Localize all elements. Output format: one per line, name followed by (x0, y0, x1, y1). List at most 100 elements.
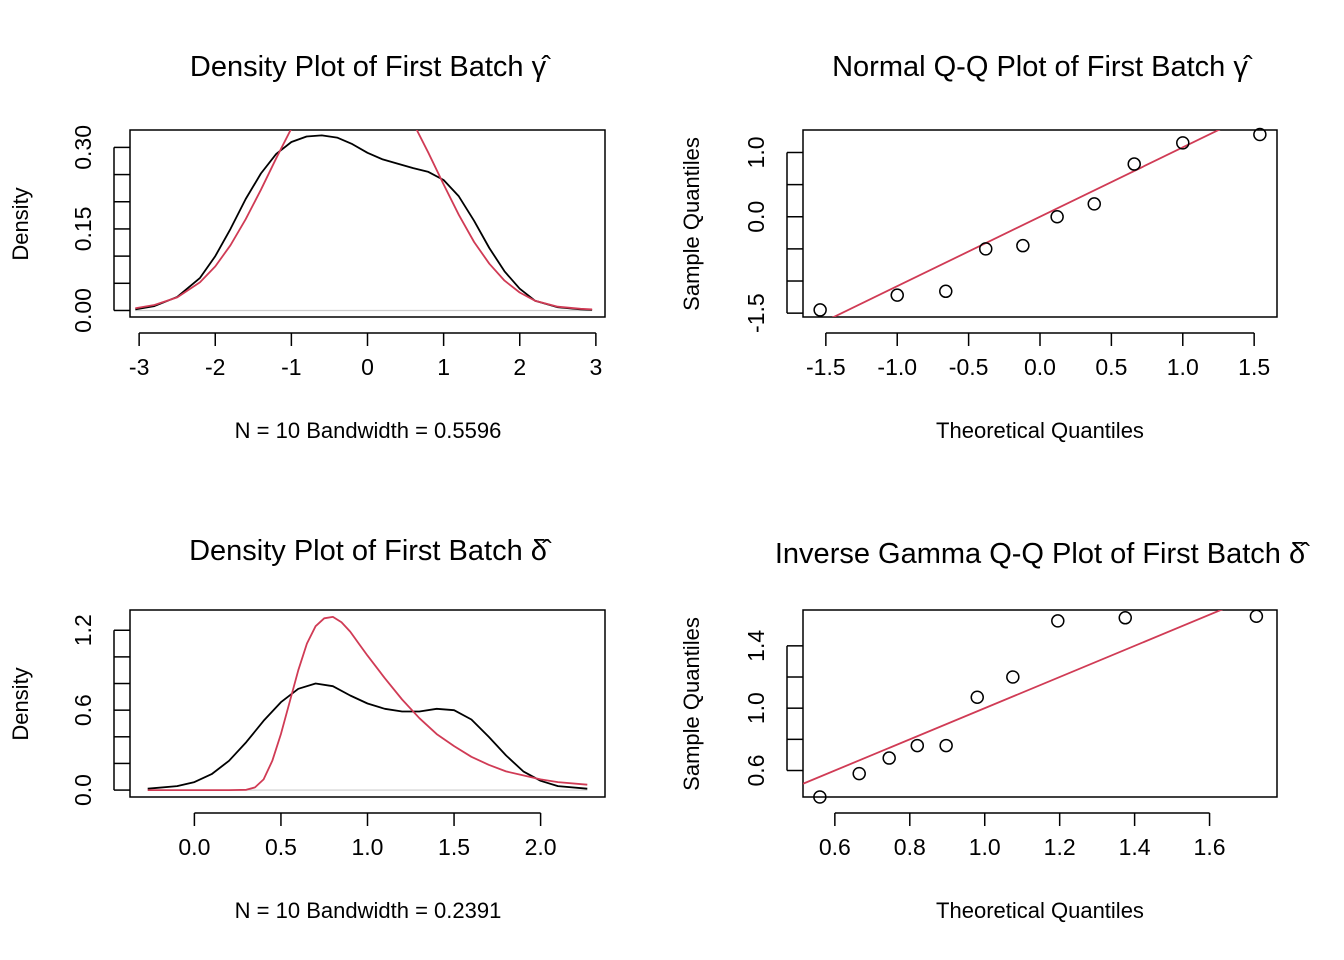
plot-frame (802, 609, 1278, 798)
gamma-hat-symbol: γ̂ (532, 51, 552, 83)
y-axis: 0.6 1.0 1.4 (743, 630, 803, 787)
y-tick-label: 1.0 (743, 692, 769, 724)
x-axis-label: Theoretical Quantiles (936, 898, 1144, 923)
reference-density-curve (147, 616, 588, 791)
plot-marks (135, 130, 593, 312)
x-tick-label: 1.0 (969, 834, 1001, 860)
chart-title: Density Plot of First Batch γ̂ (190, 51, 551, 83)
x-tick-label: -0.5 (949, 354, 989, 380)
delta-hat-symbol: δ̂ (531, 535, 552, 567)
qq-point (813, 303, 827, 317)
qq-point (890, 288, 904, 302)
x-tick-label: 0 (361, 354, 374, 380)
qq-point (939, 738, 953, 753)
qq-point (882, 751, 896, 765)
y-axis: -1.5 0.0 1.0 (743, 136, 803, 333)
x-tick-label: 1 (437, 354, 450, 380)
qq-reference-line (803, 610, 1224, 785)
kde-curve (147, 682, 588, 790)
qq-point (1051, 614, 1065, 628)
x-tick-label: 1.6 (1194, 834, 1226, 860)
reference-density-curve (135, 130, 593, 311)
y-axis-label: Sample Quantiles (679, 137, 704, 311)
qq-point (1016, 238, 1030, 253)
x-tick-label: 0.5 (265, 834, 297, 860)
plot-frame (129, 609, 606, 798)
y-tick-label: 0.0 (743, 201, 769, 233)
y-tick-label: 1.2 (70, 614, 96, 646)
x-tick-label: 0.5 (1095, 354, 1127, 380)
density-plot-gamma-panel: Density Plot of First Batch γ̂ N = 10 Ba… (8, 51, 606, 443)
plot-marks (147, 616, 588, 791)
x-tick-label: 1.0 (1167, 354, 1199, 380)
qq-point (939, 284, 953, 299)
x-axis: -3 -2 -1 0 1 2 3 (129, 332, 602, 380)
density-plot-delta-panel: Density Plot of First Batch δ̂ N = 10 Ba… (8, 535, 606, 923)
qq-point (1050, 210, 1064, 224)
gamma-hat-symbol: γ̂ (1233, 51, 1253, 83)
x-axis-label: Theoretical Quantiles (936, 418, 1144, 443)
x-tick-label: 2.0 (525, 834, 557, 860)
x-tick-label: 3 (589, 354, 602, 380)
y-tick-label: 1.0 (743, 136, 769, 168)
kde-curve (135, 134, 593, 311)
x-tick-label: 0.0 (178, 834, 210, 860)
x-tick-label: -1 (281, 354, 301, 380)
x-tick-label: 1.4 (1119, 834, 1151, 860)
x-tick-label: 0.8 (894, 834, 926, 860)
qq-point (813, 790, 827, 804)
qq-point (978, 242, 993, 256)
y-tick-label: 0.15 (70, 207, 96, 252)
plot-frame (802, 129, 1278, 318)
x-tick-label: -3 (129, 354, 149, 380)
y-axis-label: Sample Quantiles (679, 617, 704, 791)
x-tick-label: -1.5 (806, 354, 846, 380)
y-tick-label: 1.4 (743, 630, 769, 662)
x-axis-label: N = 10 Bandwidth = 0.2391 (235, 898, 502, 923)
x-tick-label: 1.2 (1044, 834, 1076, 860)
chart-title: Inverse Gamma Q-Q Plot of First Batch δ̂ (775, 538, 1310, 570)
qq-point (1253, 127, 1267, 142)
y-tick-label: 0.30 (70, 125, 96, 170)
y-tick-label: 0.0 (70, 774, 96, 806)
chart-title: Density Plot of First Batch δ̂ (189, 535, 552, 567)
y-tick-label: 0.00 (70, 288, 96, 333)
x-tick-label: -2 (205, 354, 225, 380)
qq-point (1249, 609, 1264, 623)
plot-marks (813, 127, 1267, 317)
x-axis-label: N = 10 Bandwidth = 0.5596 (235, 418, 502, 443)
plot-marks (803, 609, 1264, 804)
qq-point (1006, 670, 1020, 684)
x-tick-label: 1.5 (438, 834, 470, 860)
qq-point (852, 766, 866, 781)
x-axis: -1.5 -1.0 -0.5 0.0 0.5 1.0 1.5 (806, 332, 1270, 380)
qq-point (1087, 197, 1102, 211)
x-tick-label: 1.0 (352, 834, 384, 860)
qq-point (1176, 136, 1190, 150)
x-tick-label: 0.6 (819, 834, 851, 860)
qq-reference-line (831, 130, 1221, 317)
y-axis: 0.00 0.15 0.30 (70, 125, 130, 333)
y-axis: 0.0 0.6 1.2 (70, 614, 130, 806)
normal-qq-plot-gamma-panel: Normal Q-Q Plot of First Batch γ̂ Theore… (679, 51, 1278, 443)
qq-point (970, 690, 984, 705)
x-axis: 0.6 0.8 1.0 1.2 1.4 1.6 (819, 812, 1226, 860)
x-tick-label: -1.0 (877, 354, 917, 380)
qq-point (910, 738, 925, 753)
chart-title: Normal Q-Q Plot of First Batch γ̂ (832, 51, 1253, 83)
y-axis-label: Density (8, 187, 33, 260)
qq-point (1118, 611, 1132, 625)
y-tick-label: -1.5 (743, 293, 769, 333)
x-tick-label: 2 (513, 354, 526, 380)
y-axis-label: Density (8, 667, 33, 740)
plot-frame (129, 129, 606, 318)
qq-point (1127, 157, 1141, 171)
x-tick-label: 0.0 (1024, 354, 1056, 380)
y-tick-label: 0.6 (743, 755, 769, 787)
x-tick-label: 1.5 (1238, 354, 1270, 380)
delta-hat-symbol: δ̂ (1289, 538, 1310, 570)
inverse-gamma-qq-plot-delta-panel: Inverse Gamma Q-Q Plot of First Batch δ̂… (679, 538, 1310, 923)
y-tick-label: 0.6 (70, 694, 96, 726)
x-axis: 0.0 0.5 1.0 1.5 2.0 (178, 812, 557, 860)
